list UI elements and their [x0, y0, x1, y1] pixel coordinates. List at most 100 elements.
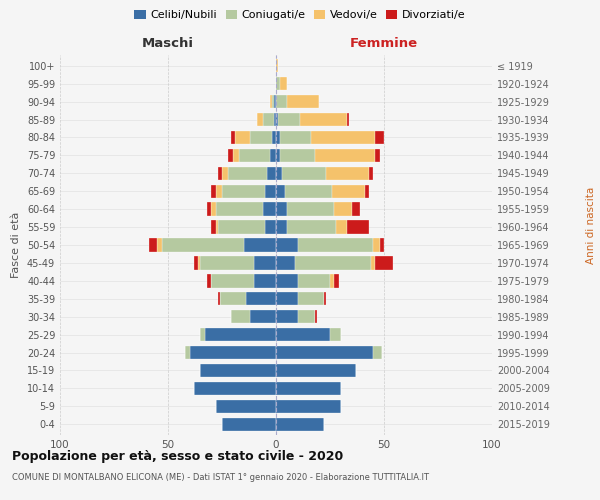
Bar: [276, 113, 278, 126]
Bar: [276, 346, 373, 360]
Bar: [298, 238, 373, 252]
Bar: [246, 292, 276, 306]
Bar: [161, 238, 244, 252]
Bar: [229, 166, 268, 180]
Bar: [207, 202, 211, 216]
Bar: [315, 148, 376, 162]
Bar: [198, 256, 200, 270]
Bar: [244, 238, 276, 252]
Bar: [263, 113, 274, 126]
Bar: [157, 238, 161, 252]
Bar: [311, 130, 376, 144]
Bar: [276, 418, 323, 431]
Bar: [376, 256, 392, 270]
Bar: [215, 202, 263, 216]
Text: Femmine: Femmine: [350, 36, 418, 50]
Bar: [268, 166, 276, 180]
Bar: [205, 328, 276, 342]
Bar: [365, 184, 369, 198]
Bar: [215, 184, 222, 198]
Bar: [295, 256, 371, 270]
Bar: [284, 184, 332, 198]
Bar: [323, 292, 326, 306]
Bar: [298, 292, 323, 306]
Bar: [200, 256, 254, 270]
Bar: [218, 292, 220, 306]
Bar: [298, 310, 315, 324]
Bar: [276, 202, 287, 216]
Bar: [149, 238, 157, 252]
Bar: [280, 148, 315, 162]
Bar: [265, 184, 276, 198]
Bar: [330, 274, 334, 287]
Bar: [239, 148, 269, 162]
Bar: [250, 130, 272, 144]
Bar: [287, 95, 319, 108]
Text: Anni di nascita: Anni di nascita: [586, 186, 596, 264]
Bar: [334, 274, 338, 287]
Bar: [326, 166, 369, 180]
Bar: [352, 202, 360, 216]
Bar: [278, 113, 300, 126]
Bar: [211, 184, 215, 198]
Bar: [334, 202, 352, 216]
Bar: [215, 400, 276, 413]
Bar: [276, 148, 280, 162]
Bar: [250, 310, 276, 324]
Bar: [200, 364, 276, 377]
Bar: [287, 220, 337, 234]
Bar: [265, 220, 276, 234]
Bar: [276, 220, 287, 234]
Bar: [230, 130, 235, 144]
Bar: [371, 256, 376, 270]
Bar: [272, 95, 274, 108]
Bar: [276, 256, 295, 270]
Bar: [274, 95, 276, 108]
Bar: [276, 238, 298, 252]
Bar: [276, 328, 330, 342]
Bar: [276, 166, 283, 180]
Bar: [276, 77, 280, 90]
Bar: [276, 95, 287, 108]
Bar: [222, 184, 265, 198]
Bar: [218, 220, 265, 234]
Text: Popolazione per età, sesso e stato civile - 2020: Popolazione per età, sesso e stato civil…: [12, 450, 343, 463]
Bar: [330, 328, 341, 342]
Bar: [276, 130, 280, 144]
Bar: [211, 274, 254, 287]
Bar: [229, 148, 233, 162]
Bar: [347, 220, 369, 234]
Bar: [215, 220, 218, 234]
Bar: [269, 148, 276, 162]
Bar: [369, 166, 373, 180]
Bar: [276, 310, 298, 324]
Bar: [373, 346, 382, 360]
Bar: [373, 238, 380, 252]
Bar: [274, 113, 276, 126]
Bar: [276, 274, 298, 287]
Bar: [218, 166, 222, 180]
Bar: [200, 328, 205, 342]
Bar: [276, 364, 356, 377]
Bar: [287, 202, 334, 216]
Bar: [233, 148, 239, 162]
Bar: [276, 382, 341, 395]
Bar: [263, 202, 276, 216]
Bar: [230, 310, 250, 324]
Bar: [257, 113, 263, 126]
Bar: [254, 256, 276, 270]
Bar: [280, 130, 311, 144]
Bar: [298, 274, 330, 287]
Bar: [276, 184, 284, 198]
Bar: [315, 310, 317, 324]
Bar: [254, 274, 276, 287]
Bar: [280, 77, 287, 90]
Bar: [276, 400, 341, 413]
Bar: [276, 59, 278, 72]
Bar: [332, 184, 365, 198]
Bar: [380, 238, 384, 252]
Bar: [337, 220, 347, 234]
Text: COMUNE DI MONTALBANO ELICONA (ME) - Dati ISTAT 1° gennaio 2020 - Elaborazione TU: COMUNE DI MONTALBANO ELICONA (ME) - Dati…: [12, 472, 429, 482]
Legend: Celibi/Nubili, Coniugati/e, Vedovi/e, Divorziati/e: Celibi/Nubili, Coniugati/e, Vedovi/e, Di…: [130, 6, 470, 25]
Bar: [376, 148, 380, 162]
